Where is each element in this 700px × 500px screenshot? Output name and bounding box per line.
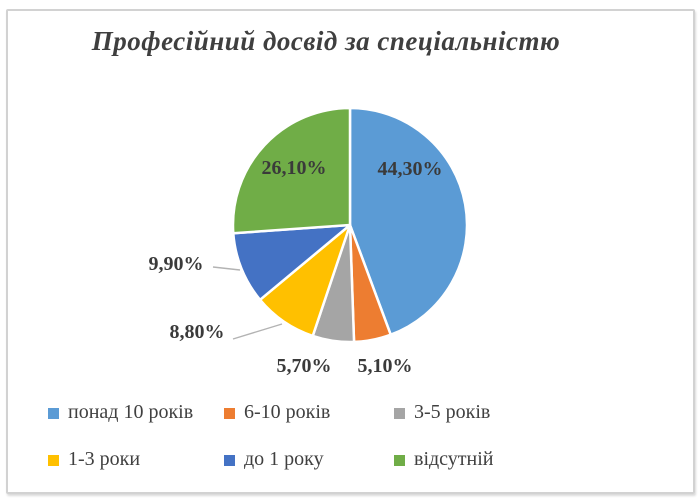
pie-slice-4 [232, 223, 352, 302]
pie-slice-label: 44,30% [378, 158, 443, 180]
pie-slice-label: 26,10% [262, 157, 327, 179]
pie-slice-label: 9,90% [149, 253, 204, 275]
pie-slice-5 [231, 106, 352, 235]
pie-slice-label: 5,10% [358, 355, 413, 377]
pie-slice-label: 8,80% [170, 321, 225, 343]
chart-title: Професійний досвід за спеціальністю [91, 26, 561, 56]
leader-line [212, 266, 241, 271]
leader-line [232, 323, 283, 340]
pie-slice-label: 5,70% [277, 355, 332, 377]
pie-slice-0 [348, 106, 469, 336]
